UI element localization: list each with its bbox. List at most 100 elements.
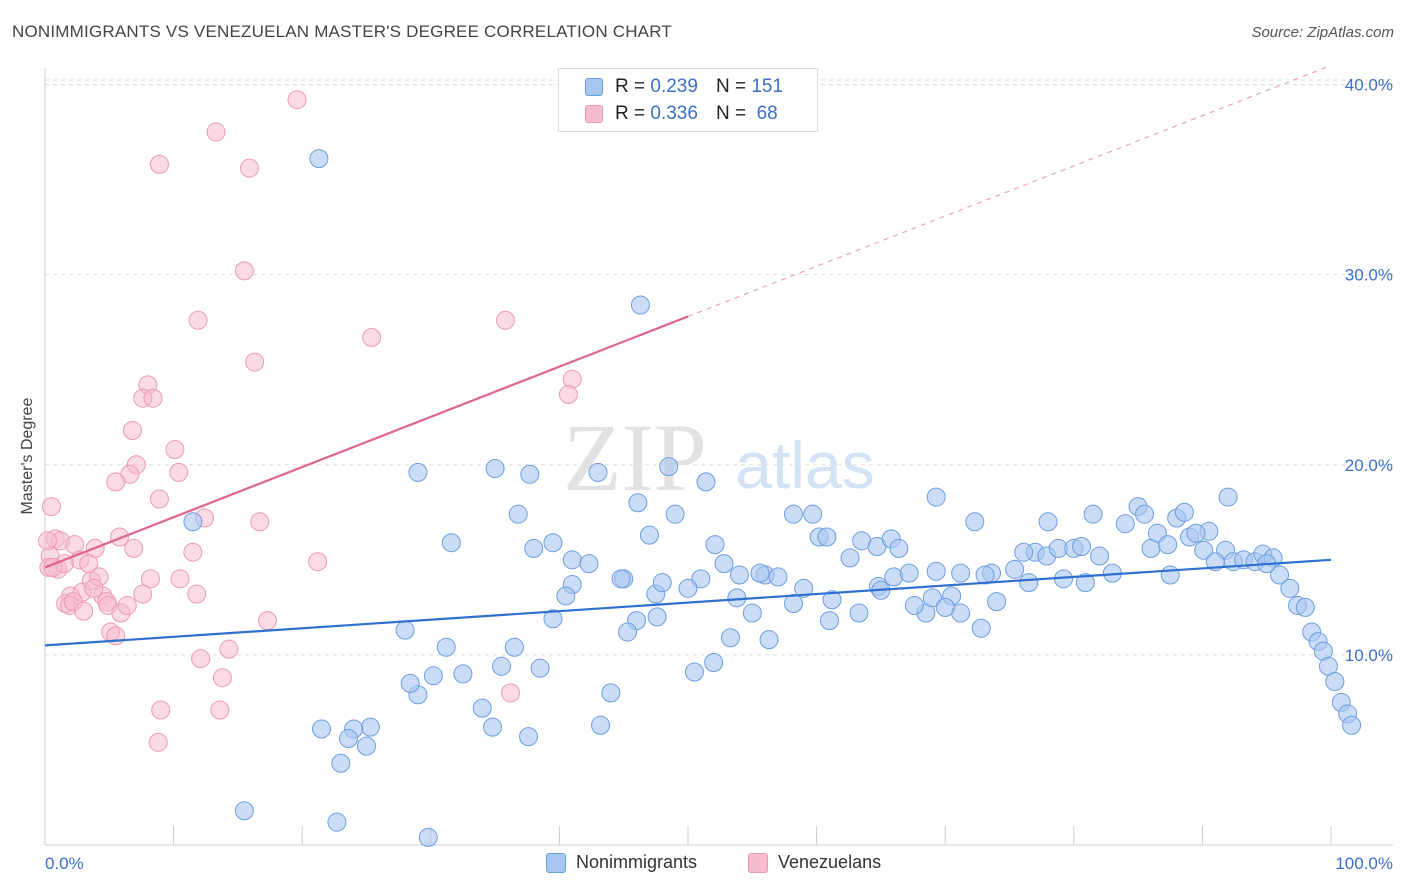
y-tick-label: 40.0%	[1345, 76, 1393, 95]
nonimmigrants-point	[1075, 573, 1095, 593]
nonimmigrants-point	[360, 717, 380, 737]
venezuelans-point	[210, 700, 230, 720]
venezuelans-point	[149, 154, 169, 174]
venezuelans-point	[191, 649, 211, 669]
venezuelans-point	[495, 310, 515, 330]
nonimmigrants-point	[750, 563, 770, 583]
venezuelans-point	[41, 497, 61, 517]
legend-swatch-blue	[585, 78, 603, 96]
venezuelans-point	[110, 527, 130, 547]
nonimmigrants-point	[611, 569, 631, 589]
nonimmigrants-point	[729, 565, 749, 585]
legend-r-label: R =	[615, 76, 646, 97]
nonimmigrants-point	[705, 535, 725, 555]
nonimmigrants-point	[696, 472, 716, 492]
nonimmigrants-point	[742, 603, 762, 623]
nonimmigrants-point	[357, 736, 376, 756]
nonimmigrants-trend-line	[44, 558, 1332, 647]
venezuelans-point	[250, 512, 270, 532]
x-tick-label: 100.0%	[1335, 854, 1393, 873]
nonimmigrants-point	[951, 563, 971, 583]
nonimmigrants-point	[1186, 523, 1206, 543]
nonimmigrants-point	[441, 533, 461, 553]
venezuelans-point	[106, 472, 126, 492]
nonimmigrants-point	[1218, 487, 1238, 507]
venezuelans-point	[245, 352, 265, 372]
nonimmigrants-point	[987, 592, 1007, 612]
nonimmigrants-point	[436, 637, 456, 657]
nonimmigrants-point	[783, 504, 803, 524]
nonimmigrants-point	[1270, 565, 1290, 585]
venezuelans-point	[143, 388, 163, 408]
nonimmigrants-point	[817, 527, 837, 547]
venezuelans-point	[287, 90, 307, 110]
venezuelans-point	[257, 611, 277, 631]
nonimmigrants-point	[1280, 578, 1300, 598]
nonimmigrants-point	[684, 662, 704, 682]
legend-r-value: 0.239	[650, 76, 698, 97]
legend-n-label: N =	[715, 103, 747, 124]
venezuelans-point	[362, 327, 382, 347]
bottom-legend-label: Nonimmigrants	[576, 852, 698, 872]
nonimmigrants-point	[543, 533, 563, 553]
nonimmigrants-point	[720, 628, 740, 648]
venezuelans-point	[308, 552, 328, 572]
nonimmigrants-point	[601, 683, 621, 703]
nonimmigrants-point	[504, 637, 524, 657]
nonimmigrants-point	[647, 607, 667, 627]
nonimmigrants-point	[1342, 715, 1362, 735]
nonimmigrants-point	[519, 727, 539, 747]
venezuelans-point	[165, 440, 185, 460]
legend-row-nonimmigrants: R = 0.239 N = 151	[585, 74, 783, 100]
nonimmigrants-point	[338, 729, 358, 749]
nonimmigrants-point	[889, 538, 909, 558]
nonimmigrants-point	[659, 457, 679, 477]
nonimmigrants-point	[1014, 542, 1034, 562]
venezuelans-point	[74, 601, 94, 621]
x-tick-label: 0.0%	[45, 854, 84, 873]
nonimmigrants-point	[331, 753, 351, 773]
legend-n-value: 68	[756, 103, 778, 124]
nonimmigrants-point	[400, 673, 420, 693]
watermark-zip: ZIP	[563, 404, 707, 511]
nonimmigrants-point	[418, 827, 438, 847]
nonimmigrants-point	[1090, 546, 1110, 566]
nonimmigrants-point	[1083, 504, 1103, 524]
venezuelans-point	[170, 569, 190, 589]
venezuelans-point	[122, 421, 142, 441]
venezuelans-point	[149, 489, 169, 509]
nonimmigrants-point	[556, 586, 576, 606]
bottom-legend-swatch-blue	[546, 852, 566, 873]
venezuelans-point	[169, 462, 189, 482]
venezuelans-point	[38, 531, 58, 551]
legend-row-venezuelans: R = 0.336 N = 68	[585, 101, 778, 127]
nonimmigrants-point	[1115, 514, 1135, 534]
nonimmigrants-point	[543, 609, 563, 629]
nonimmigrants-point	[1194, 540, 1214, 560]
venezuelans-point	[183, 542, 203, 562]
nonimmigrants-point	[591, 715, 611, 735]
nonimmigrants-point	[524, 538, 544, 558]
nonimmigrants-point	[652, 573, 672, 593]
nonimmigrants-point	[1174, 502, 1194, 522]
nonimmigrants-point	[630, 295, 650, 315]
nonimmigrants-point	[483, 717, 503, 737]
nonimmigrants-point	[1295, 597, 1315, 617]
venezuelans-point	[188, 310, 208, 330]
nonimmigrants-point	[1135, 504, 1155, 524]
venezuelans-point	[558, 384, 578, 404]
nonimmigrants-point	[309, 149, 329, 169]
nonimmigrants-point	[926, 561, 946, 581]
nonimmigrants-point	[618, 622, 638, 642]
nonimmigrants-point	[783, 594, 803, 614]
y-tick-label: 30.0%	[1345, 266, 1393, 285]
venezuelans-point	[206, 122, 226, 142]
nonimmigrants-point	[530, 658, 550, 678]
nonimmigrants-point	[423, 666, 443, 686]
venezuelans-point	[133, 584, 153, 604]
nonimmigrants-point	[485, 459, 505, 479]
nonimmigrants-point	[234, 801, 254, 821]
bottom-legend-venezuelans: Venezuelans	[748, 852, 881, 873]
venezuelans-trend-line	[44, 315, 689, 569]
nonimmigrants-point	[1019, 573, 1039, 593]
